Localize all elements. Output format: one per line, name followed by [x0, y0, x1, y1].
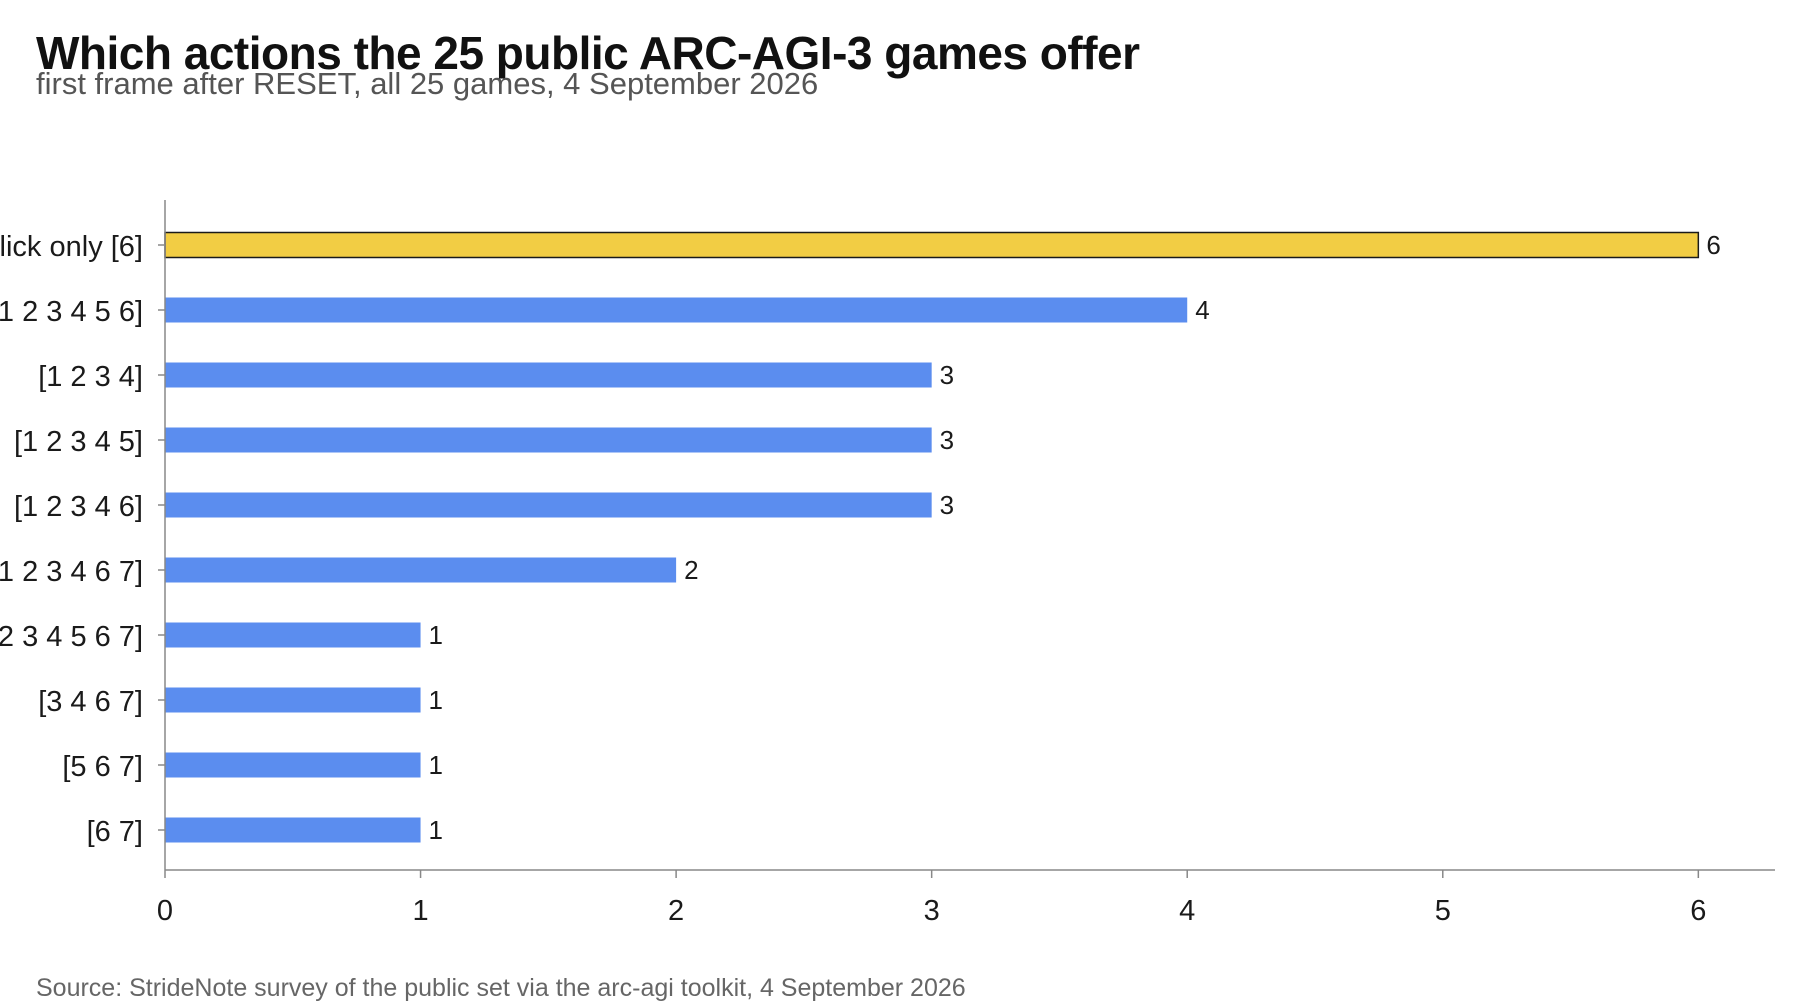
value-label: 1 — [429, 685, 443, 715]
x-tick-label: 1 — [412, 895, 428, 927]
bar — [165, 557, 677, 583]
value-label: 3 — [940, 360, 954, 390]
value-label: 3 — [940, 490, 954, 520]
bar — [165, 297, 1188, 323]
x-tick-label: 5 — [1435, 895, 1451, 927]
bar — [164, 231, 1700, 259]
category-label: click only [6] — [0, 231, 143, 263]
x-tick-label: 3 — [924, 895, 940, 927]
bar — [165, 687, 421, 713]
value-label: 3 — [940, 425, 954, 455]
bar — [165, 362, 932, 388]
category-label: [5 6 7] — [62, 751, 143, 783]
bar — [165, 427, 932, 453]
category-label: [3 4 6 7] — [38, 686, 143, 718]
category-label: [1 2 3 4] — [38, 361, 143, 393]
category-label: [6 7] — [87, 816, 143, 848]
value-label: 1 — [429, 750, 443, 780]
category-label: [1 2 3 4 5 6] — [0, 296, 143, 328]
value-label: 6 — [1706, 230, 1720, 260]
value-label: 2 — [684, 555, 698, 585]
category-label: [1 2 3 4 5 6 7] — [0, 621, 143, 653]
bar — [165, 752, 421, 778]
bar — [165, 622, 421, 648]
value-label: 4 — [1195, 295, 1209, 325]
chart-subtitle: first frame after RESET, all 25 games, 4… — [36, 66, 819, 101]
bar — [165, 492, 932, 518]
chart-source: Source: StrideNote survey of the public … — [36, 974, 966, 1002]
bars-group — [158, 231, 1700, 843]
x-tick-label: 6 — [1690, 895, 1706, 927]
category-label: [1 2 3 4 5] — [14, 426, 143, 458]
x-tick-label: 2 — [668, 895, 684, 927]
x-tick-label: 4 — [1179, 895, 1195, 927]
value-labels-group: 6 4 3 3 3 2 1 1 1 1 — [429, 230, 1721, 845]
x-tick-label: 0 — [157, 895, 173, 927]
category-label: [1 2 3 4 6 7] — [0, 556, 143, 588]
value-label: 1 — [429, 815, 443, 845]
category-labels-group: click only [6] [1 2 3 4 5 6] [1 2 3 4] [1 2… — [0, 231, 143, 848]
bar — [165, 817, 421, 843]
chart-title: Which actions the 25 public ARC-AGI-3 ga… — [36, 27, 1140, 79]
value-label: 1 — [429, 620, 443, 650]
category-label: [1 2 3 4 6] — [14, 491, 143, 523]
